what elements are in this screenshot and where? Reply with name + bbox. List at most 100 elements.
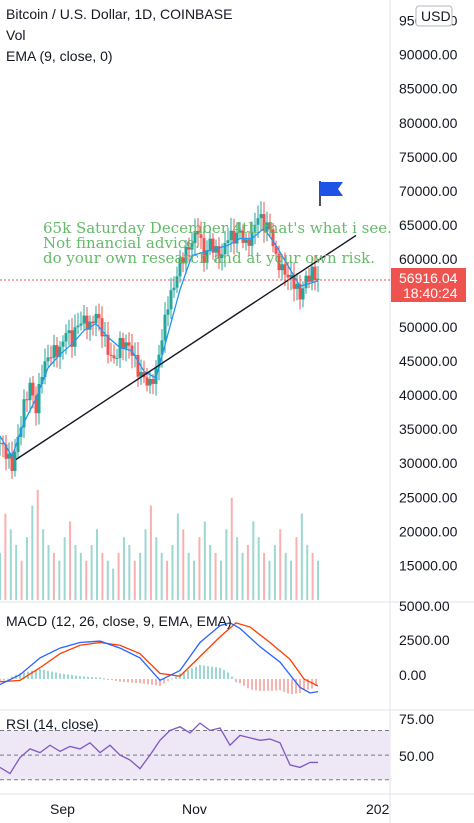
- macd-histogram-bar: [239, 678, 241, 684]
- candle-body: [124, 342, 128, 349]
- candle-body: [184, 246, 188, 264]
- candle-body: [160, 340, 164, 355]
- macd-histogram-bar: [275, 678, 277, 691]
- volume-bar: [311, 552, 314, 600]
- volume-bar: [306, 545, 309, 600]
- volume-bar: [193, 560, 196, 600]
- macd-histogram-bar: [263, 678, 265, 691]
- volume-bar: [128, 545, 131, 600]
- macd-histogram-bar: [299, 678, 301, 693]
- candle-body: [265, 222, 269, 231]
- volume-bar: [241, 552, 244, 600]
- candle-body: [211, 238, 215, 253]
- macd-histogram-bar: [243, 678, 245, 686]
- volume-bar: [63, 537, 66, 600]
- macd-legend-label[interactable]: MACD (12, 26, close, 9, EMA, EMA): [6, 613, 232, 629]
- macd-histogram-bar: [255, 678, 257, 691]
- volume-layer: [0, 490, 319, 600]
- price-tick-label: 50000.00: [399, 319, 458, 335]
- macd-histogram-bar: [107, 678, 109, 680]
- annotation-line-3[interactable]: do your own research and at your own ris…: [43, 249, 375, 267]
- candle-body: [220, 254, 224, 259]
- currency-badge[interactable]: [415, 5, 453, 27]
- ema-legend-label[interactable]: EMA (9, close, 0): [6, 48, 113, 64]
- macd-histogram-bar: [127, 678, 129, 683]
- candle-body: [244, 239, 248, 243]
- macd-histogram-bar: [155, 678, 157, 686]
- annotation-line-2[interactable]: Not financial advice.: [43, 234, 200, 252]
- rsi-legend-label[interactable]: RSI (14, close): [6, 716, 99, 732]
- candle-body: [16, 436, 20, 452]
- candle-body: [64, 333, 68, 342]
- candle-body: [103, 334, 107, 337]
- macd-histogram-bar: [207, 666, 209, 679]
- candle-body: [286, 274, 290, 278]
- price-tick-label: 65000.00: [399, 217, 458, 233]
- volume-bar: [187, 552, 190, 600]
- candle-body: [94, 313, 98, 324]
- volume-bar: [290, 560, 293, 600]
- macd-histogram-bar: [183, 671, 185, 679]
- macd-histogram-bar: [0, 678, 1, 682]
- volume-bar: [182, 529, 185, 600]
- candle-body: [310, 266, 314, 282]
- candle-body: [34, 395, 38, 414]
- candle-body: [268, 222, 272, 230]
- macd-histogram-bar: [47, 670, 49, 679]
- rsi-band-layer: [0, 729, 390, 781]
- volume-bar: [155, 537, 158, 600]
- candle-body: [100, 318, 104, 337]
- macd-histogram-bar: [95, 677, 97, 679]
- price-tick-label: 90000.00: [399, 47, 458, 63]
- volume-bar: [236, 537, 239, 600]
- candle-body: [139, 371, 143, 377]
- macd-histogram-bar: [199, 664, 201, 679]
- candle-body: [85, 315, 89, 330]
- volume-bar: [69, 521, 72, 600]
- volume-bar: [31, 505, 34, 600]
- macd-histogram-bar: [11, 676, 13, 679]
- macd-histogram-bar: [131, 678, 133, 683]
- trend-line: [15, 234, 357, 461]
- candle-body: [280, 264, 284, 271]
- flag-icon[interactable]: [319, 181, 343, 206]
- candle-body: [175, 276, 179, 288]
- price-tick-label: 45000.00: [399, 353, 458, 369]
- candle-body: [178, 257, 182, 277]
- macd-histogram-bar: [139, 678, 141, 684]
- volume-bar: [295, 537, 298, 600]
- macd-histogram-bar: [291, 678, 293, 695]
- macd-histogram-bar: [195, 666, 197, 679]
- candle-body: [166, 309, 170, 315]
- volume-bar: [263, 552, 266, 600]
- macd-histogram-bar: [63, 673, 65, 679]
- volume-bar: [90, 545, 93, 600]
- candle-body: [1, 442, 5, 445]
- macd-histogram-bar: [283, 678, 285, 692]
- candle-body: [112, 355, 116, 359]
- volume-legend-label[interactable]: Vol: [6, 27, 25, 43]
- candle-body: [241, 230, 245, 243]
- macd-histogram-bar: [259, 678, 261, 691]
- macd-histogram-bar: [87, 676, 89, 679]
- macd-histogram-bar: [123, 678, 125, 683]
- candle-body: [136, 354, 140, 377]
- volume-bar: [52, 552, 55, 600]
- time-axis[interactable]: Sep Nov 202: [50, 801, 390, 817]
- volume-bar: [15, 545, 18, 600]
- volume-bar: [300, 513, 303, 600]
- candle-body: [253, 224, 257, 232]
- macd-histogram-bar: [7, 678, 9, 680]
- candle-body: [61, 341, 65, 347]
- countdown-timer: 18:40:24: [403, 285, 458, 301]
- volume-bar: [149, 505, 152, 600]
- volume-bar: [20, 560, 23, 600]
- volume-bar: [273, 545, 276, 600]
- macd-histogram-bar: [211, 666, 213, 679]
- macd-histogram-bar: [31, 670, 33, 679]
- candle-body: [7, 453, 11, 459]
- annotation-line-1[interactable]: 65k Saturday December 4th that's what i …: [43, 219, 392, 237]
- candle-body: [229, 230, 233, 241]
- volume-bar: [198, 537, 201, 600]
